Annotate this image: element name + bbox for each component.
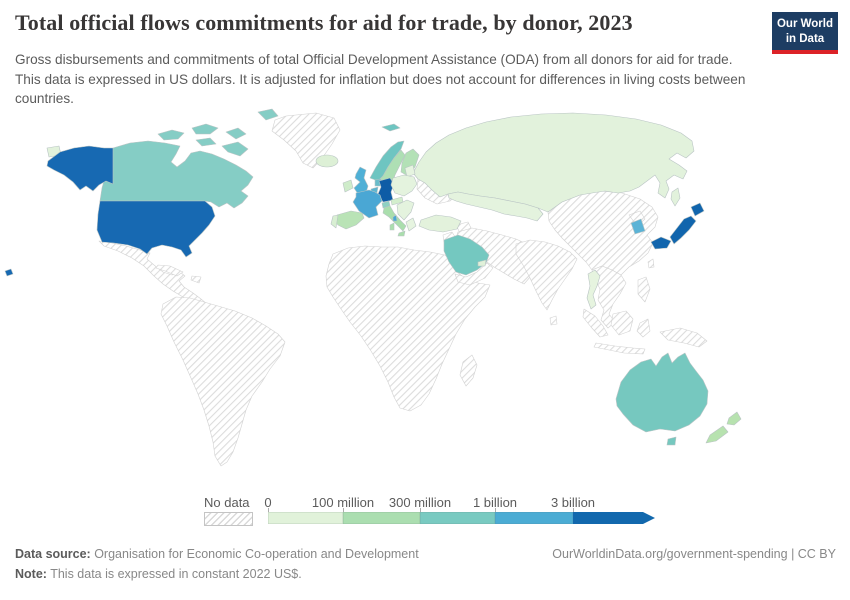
owid-logo-line1: Our World [776, 18, 833, 30]
note-text: This data is expressed in constant 2022 … [46, 567, 302, 581]
country-united-kingdom[interactable] [353, 166, 369, 195]
legend-tick-0: 0 [264, 495, 272, 510]
chart-subtitle: Gross disbursements and commitments of t… [15, 52, 746, 107]
country-norway-svalbard[interactable] [381, 123, 401, 132]
country-france[interactable] [352, 189, 383, 219]
country-japan-kyushu[interactable] [650, 236, 672, 250]
country-south-korea[interactable] [630, 218, 646, 235]
world-choropleth-map [0, 104, 850, 490]
region-java-no-data[interactable] [593, 342, 646, 355]
country-canada-ellesmere[interactable] [257, 108, 279, 121]
country-new-zealand-south[interactable] [705, 425, 729, 444]
legend-no-data-swatch[interactable] [204, 512, 253, 526]
country-canada-arctic-island-2[interactable] [191, 123, 219, 135]
region-sulawesi-no-data[interactable] [636, 318, 651, 338]
country-australia[interactable] [615, 352, 709, 433]
country-iceland[interactable] [315, 154, 339, 168]
country-canada-arctic-island-1[interactable] [157, 129, 185, 141]
legend-color-bar [268, 512, 655, 524]
legend-bin-0-100m[interactable] [268, 512, 343, 524]
region-taiwan-no-data[interactable] [647, 258, 655, 269]
country-usa-hawaii[interactable] [4, 268, 14, 277]
map-legend: No data 0 100 million 300 million 1 bill… [0, 495, 850, 531]
country-italy-sardinia[interactable] [389, 222, 395, 231]
region-philippines-no-data[interactable] [637, 276, 651, 303]
country-new-zealand-north[interactable] [726, 411, 742, 426]
region-china-mongolia-no-data[interactable] [547, 190, 659, 276]
region-india-no-data[interactable] [515, 239, 578, 311]
country-greece[interactable] [405, 217, 417, 232]
data-source-line: Data source: Organisation for Economic C… [15, 547, 419, 561]
region-yemen-oman-no-data[interactable] [454, 262, 494, 286]
owid-logo-line2: in Data [785, 32, 825, 45]
legend-tick-2: 300 million [388, 495, 452, 510]
country-portugal[interactable] [330, 214, 339, 229]
region-africa-no-data[interactable] [325, 245, 491, 412]
legend-no-data-label: No data [204, 495, 250, 510]
country-baltics[interactable] [404, 164, 416, 178]
legend-bin-100-300m[interactable] [343, 512, 420, 524]
owid-logo[interactable]: Our World in Data [772, 12, 838, 54]
region-sri-lanka-no-data[interactable] [549, 315, 558, 326]
page-title: Total official flows commitments for aid… [15, 10, 633, 35]
country-balkans[interactable] [396, 199, 415, 221]
legend-tickmark [573, 508, 574, 513]
country-usa[interactable] [96, 200, 216, 258]
data-source-text: Organisation for Economic Co-operation a… [90, 547, 419, 561]
region-south-america-no-data[interactable] [160, 296, 286, 467]
world-map-svg [4, 108, 742, 467]
legend-bin-1-3b[interactable] [495, 512, 573, 524]
note-label: Note: [15, 567, 47, 581]
legend-tickmark [495, 508, 496, 513]
country-spain[interactable] [333, 210, 365, 230]
country-italy-sicily[interactable] [397, 230, 406, 237]
legend-color-scale: 0 100 million 300 million 1 billion 3 bi… [264, 495, 668, 531]
region-cuba-no-data[interactable] [155, 264, 184, 277]
country-france-corsica[interactable] [392, 214, 398, 222]
region-mexico-central-america-no-data[interactable] [98, 240, 208, 311]
legend-tickmark [343, 508, 344, 513]
note-line: Note: This data is expressed in constant… [15, 567, 302, 581]
country-russia-sakhalin[interactable] [670, 187, 681, 207]
country-uae[interactable] [477, 259, 487, 267]
legend-tick-4: 3 billion [550, 495, 596, 510]
country-canada-baffin-island[interactable] [221, 141, 249, 157]
legend-tick-1: 100 million [311, 495, 375, 510]
region-hispaniola-no-data[interactable] [190, 275, 202, 284]
legend-bin-300m-1b[interactable] [420, 512, 495, 524]
region-greenland-no-data[interactable] [271, 112, 341, 169]
region-new-guinea-no-data[interactable] [659, 327, 708, 348]
data-source-label: Data source: [15, 547, 91, 561]
legend-tickmark [420, 508, 421, 513]
region-sumatra-no-data[interactable] [582, 308, 609, 338]
region-borneo-no-data[interactable] [610, 310, 634, 336]
country-japan-honshu[interactable] [669, 215, 697, 245]
legend-tick-3: 1 billion [472, 495, 518, 510]
country-ireland[interactable] [342, 179, 354, 193]
country-kazakhstan[interactable] [447, 191, 544, 222]
country-thailand[interactable] [586, 269, 601, 310]
country-australia-tasmania[interactable] [666, 436, 677, 446]
country-canada-arctic-island-3[interactable] [225, 127, 247, 140]
legend-tickmark [268, 508, 269, 513]
country-turkey[interactable] [418, 214, 462, 233]
owid-url-link[interactable]: OurWorldinData.org/government-spending |… [552, 547, 836, 561]
country-canada-arctic-island-4[interactable] [195, 137, 217, 147]
legend-bin-3b-plus[interactable] [573, 512, 655, 524]
country-east-europe[interactable] [390, 174, 418, 197]
country-usa-alaska[interactable] [46, 145, 114, 192]
country-japan-hokkaido[interactable] [690, 202, 705, 217]
region-madagascar-no-data[interactable] [459, 354, 478, 387]
